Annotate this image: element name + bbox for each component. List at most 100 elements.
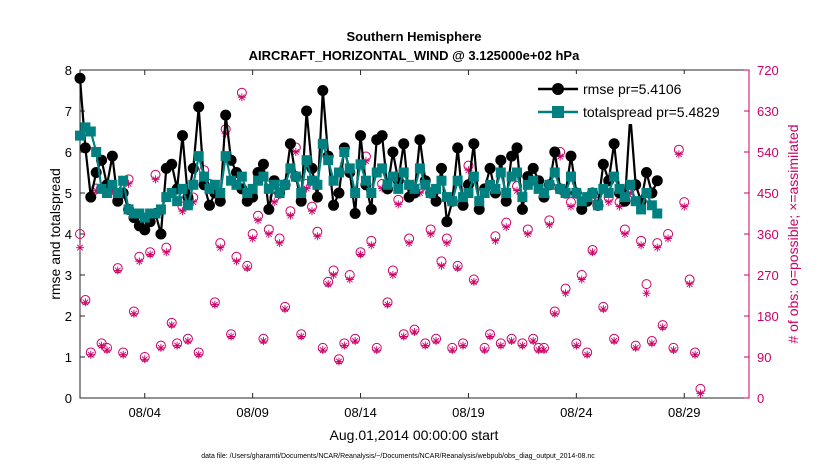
obs-assimilated-point xyxy=(464,166,473,175)
totalspread-point xyxy=(582,192,593,203)
rmse-point xyxy=(263,203,275,215)
rmse-point xyxy=(257,158,269,170)
rmse-point xyxy=(500,195,512,207)
totalspread-point xyxy=(118,175,129,186)
totalspread-point xyxy=(177,183,188,194)
obs-assimilated-point xyxy=(453,264,462,273)
obs-assimilated-point xyxy=(124,179,133,188)
obs-assimilated-point xyxy=(178,207,187,216)
totalspread-point xyxy=(490,183,501,194)
obs-assimilated-point xyxy=(119,350,128,359)
obs-assimilated-point xyxy=(318,346,327,355)
y-right-tick-label: 90 xyxy=(757,350,771,365)
totalspread-point xyxy=(253,175,264,186)
totalspread-point xyxy=(350,188,361,198)
y-tick-label: 0 xyxy=(65,391,72,406)
y-axis-label: rmse and totalspread xyxy=(47,168,63,300)
y-axis-right: 0 90 180 270 360 450 540 630 720 xyxy=(744,63,779,406)
y-tick-label: 5 xyxy=(65,186,72,201)
obs-assimilated-point xyxy=(173,341,182,350)
obs-assimilated-point xyxy=(502,223,511,232)
totalspread-point xyxy=(398,167,409,178)
totalspread-series xyxy=(75,122,663,223)
totalspread-point xyxy=(463,188,474,198)
obs-assimilated-point xyxy=(577,275,586,284)
rmse-point xyxy=(484,162,496,174)
totalspread-point xyxy=(512,167,523,178)
totalspread-point xyxy=(139,212,150,223)
rmse-point xyxy=(177,130,189,142)
obs-assimilated-point xyxy=(599,305,608,314)
totalspread-point xyxy=(387,171,398,182)
legend-totalspread-label: totalspread pr=5.4829 xyxy=(583,104,720,120)
obs-assimilated-point xyxy=(496,341,505,350)
obs-assimilated-point xyxy=(227,332,236,341)
totalspread-point xyxy=(431,183,442,194)
obs-assimilated-point xyxy=(523,230,532,238)
obs-assimilated-point xyxy=(216,243,225,252)
totalspread-point xyxy=(420,179,431,190)
obs-assimilated-point xyxy=(626,189,635,197)
totalspread-point xyxy=(587,188,598,198)
obs-assimilated-point xyxy=(405,239,414,248)
totalspread-point xyxy=(404,179,415,190)
obs-assimilated-point xyxy=(108,186,117,195)
totalspread-point xyxy=(366,188,377,198)
totalspread-point xyxy=(193,151,204,162)
rmse-point xyxy=(333,187,345,199)
totalspread-point xyxy=(231,179,242,190)
obs-assimilated-point xyxy=(442,239,451,248)
totalspread-point xyxy=(619,192,630,203)
obs-assimilated-point xyxy=(507,337,516,346)
totalspread-point xyxy=(247,183,258,194)
totalspread-point xyxy=(204,183,215,194)
totalspread-point xyxy=(652,208,663,219)
obs-assimilated-point xyxy=(642,289,651,298)
obs-assimilated-point xyxy=(674,150,683,159)
totalspread-point xyxy=(328,175,339,186)
obs-assimilated-point xyxy=(647,339,656,348)
totalspread-point xyxy=(296,188,307,198)
obs-assimilated-point xyxy=(691,350,700,359)
totalspread-point xyxy=(452,175,463,186)
rmse-point xyxy=(511,142,523,154)
totalspread-point xyxy=(555,183,566,194)
totalspread-point xyxy=(128,208,139,219)
totalspread-point xyxy=(236,171,247,182)
totalspread-point xyxy=(101,188,112,198)
obs-assimilated-point xyxy=(210,300,219,309)
totalspread-point xyxy=(382,179,393,190)
totalspread-point xyxy=(280,179,291,190)
chart-subtitle: AIRCRAFT_HORIZONTAL_WIND @ 3.125000e+02 … xyxy=(249,48,580,63)
totalspread-point xyxy=(172,196,183,207)
y-right-tick-label: 720 xyxy=(757,63,779,78)
obs-assimilated-point xyxy=(275,239,284,248)
obs-assimilated-point xyxy=(513,186,522,195)
totalspread-point xyxy=(603,188,614,198)
totalspread-point xyxy=(360,175,371,186)
totalspread-point xyxy=(75,130,85,141)
y-tick-label: 8 xyxy=(65,63,72,78)
obs-assimilated-point xyxy=(351,337,360,346)
totalspread-point xyxy=(155,204,166,215)
obs-assimilated-point xyxy=(399,332,408,341)
totalspread-point xyxy=(414,163,425,174)
totalspread-point xyxy=(485,179,496,190)
totalspread-point xyxy=(506,171,517,182)
rmse-point xyxy=(640,167,652,178)
y-right-tick-label: 270 xyxy=(757,268,779,283)
obs-assimilated-point xyxy=(658,323,667,332)
obs-assimilated-point xyxy=(561,289,570,298)
totalspread-point xyxy=(409,183,420,194)
legend-box xyxy=(532,74,744,124)
totalspread-point xyxy=(333,167,344,178)
obs-assimilated-point xyxy=(259,337,268,346)
totalspread-point xyxy=(441,192,452,203)
totalspread-point xyxy=(285,163,296,174)
obs-assimilated-point xyxy=(486,332,495,341)
x-tick-label: 08/29 xyxy=(668,405,701,420)
obs-assimilated-point xyxy=(604,198,613,207)
obs-possible-point xyxy=(75,229,85,239)
y-tick-label: 1 xyxy=(65,350,72,365)
obs-assimilated-point xyxy=(129,309,138,318)
